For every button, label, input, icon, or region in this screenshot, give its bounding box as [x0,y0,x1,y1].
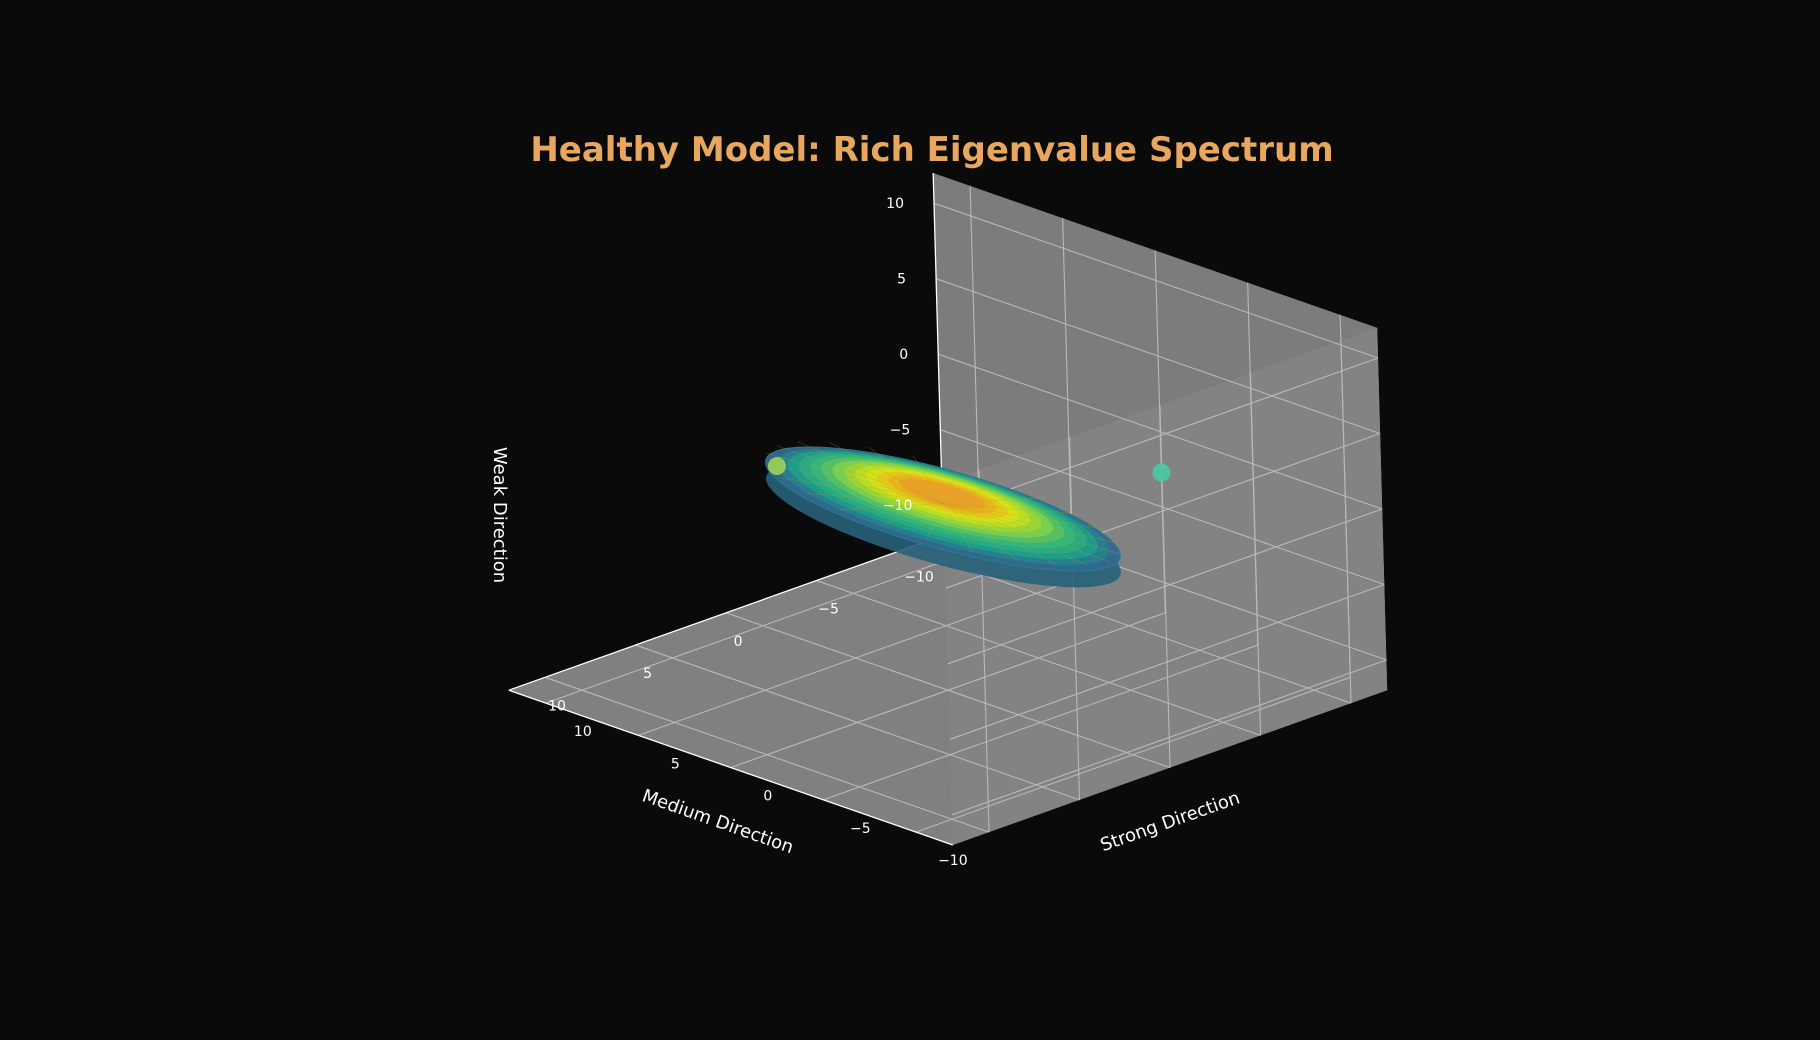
grid-left-weak--5 [940,429,1385,586]
tick-label-medium: 0 [734,634,743,650]
axis-label-strong: Strong Direction [1098,787,1243,856]
tick-label-medium: −10 [904,569,934,585]
tick-label-strong: −10 [938,853,968,869]
tick-label-strong: 5 [671,756,680,772]
surface-meridian-1 [765,452,1120,555]
grid-left-weak-0 [938,353,1383,510]
tick-labels: −10 −5 0 5 10 −10 −5 0 5 10 −10 −5 0 5 10 [548,196,967,869]
marker-1 [1152,463,1171,482]
tick-label-strong: 0 [763,789,772,805]
surface-meridian-10 [829,441,1057,566]
tick-label-medium: 10 [548,698,566,714]
axis-label-medium: Medium Direction [639,785,796,858]
eigen-ellipsoid-surface [764,441,1122,588]
grid-floor-medium--5 [816,580,1261,736]
axis-label-weak: Weak Direction [489,447,510,583]
grid-floor-medium-10 [544,676,990,833]
grid-floor-medium-5 [635,644,1080,801]
tick-label-weak: 5 [897,272,906,288]
surface-meridian-9 [868,446,1018,561]
surface-meridian-0 [776,445,1110,563]
surface-meridian-4 [806,493,1080,515]
markers [767,457,1171,482]
surface-meridian-7 [926,467,960,540]
tick-label-strong: −5 [850,821,871,837]
tick-label-weak: −5 [890,423,911,439]
surface-meridian-6 [881,481,1005,526]
axis-line-medium [508,534,944,691]
grid-left-weak-5 [935,278,1381,435]
grid-right-weak--5 [949,583,1385,740]
grid-right-weak-0 [947,508,1383,665]
tick-label-weak: 10 [886,196,904,212]
chart-title: Healthy Model: Rich Eigenvalue Spectrum [530,130,1334,170]
surface-band-12 [899,478,986,509]
grid-right-weak-10 [943,357,1379,514]
surface-meridian-11 [797,441,1088,566]
gridlines [544,185,1387,833]
tick-label-weak: −10 [883,498,913,514]
tick-label-strong: 10 [574,724,592,740]
tick-label-medium: −5 [818,602,839,618]
tick-label-medium: 5 [643,666,652,682]
grid-right-weak--10 [951,659,1387,816]
surface-meridian-5 [840,496,1046,511]
grid-floor-medium-0 [725,612,1171,769]
tick-label-weak: 0 [899,347,908,363]
grid-left-weak-10 [933,202,1379,359]
axis-line-strong [508,689,954,846]
surface-meridian-2 [767,463,1118,544]
surface-meridian-8 [912,455,974,552]
surface-meridian-3 [781,477,1105,530]
marker-0 [767,457,786,476]
